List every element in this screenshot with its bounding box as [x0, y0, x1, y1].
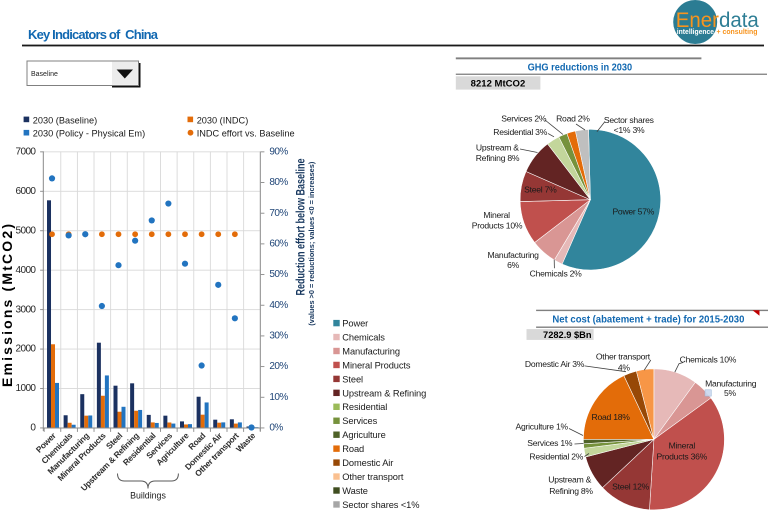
svg-text:Baseline: Baseline	[31, 71, 58, 78]
svg-text:Net cost (abatement + trade) f: Net cost (abatement + trade) for 2015-20…	[552, 315, 744, 326]
svg-text:Agriculture: Agriculture	[342, 430, 385, 440]
svg-text:Manufacturing: Manufacturing	[487, 250, 539, 260]
svg-text:Road 2%: Road 2%	[556, 114, 590, 124]
svg-text:Refining 8%: Refining 8%	[549, 486, 593, 496]
svg-text:<1% 3%: <1% 3%	[614, 125, 645, 135]
svg-text:Sector shares: Sector shares	[604, 115, 654, 125]
svg-text:8212 MtCO2: 8212 MtCO2	[471, 79, 526, 90]
svg-text:4000: 4000	[16, 265, 37, 276]
svg-text:60%: 60%	[269, 239, 288, 250]
svg-text:Power: Power	[342, 319, 368, 329]
svg-text:20%: 20%	[269, 361, 288, 372]
svg-text:Manufacturing: Manufacturing	[705, 379, 757, 389]
svg-text:Steel 12%: Steel 12%	[612, 482, 650, 492]
svg-text:Road 18%: Road 18%	[592, 412, 631, 422]
svg-text:10%: 10%	[269, 392, 288, 403]
svg-text:30%: 30%	[269, 331, 288, 342]
svg-text:6%: 6%	[507, 260, 520, 270]
svg-text:Road: Road	[342, 444, 364, 454]
svg-text:5%: 5%	[724, 388, 737, 398]
svg-text:2030 (INDC): 2030 (INDC)	[197, 115, 249, 125]
svg-text:INDC effort vs. Baseline: INDC effort vs. Baseline	[197, 129, 295, 139]
svg-text:2030 (Policy - Physical Em): 2030 (Policy - Physical Em)	[33, 129, 145, 139]
svg-text:0%: 0%	[269, 423, 283, 434]
svg-text:2030 (Baseline): 2030 (Baseline)	[33, 115, 97, 125]
svg-text:Sector shares <1%: Sector shares <1%	[342, 500, 419, 510]
svg-text:Services 2%: Services 2%	[501, 114, 547, 124]
svg-text:Upstream & Refining: Upstream & Refining	[342, 388, 426, 398]
svg-text:Key Indicators of China: Key Indicators of China	[28, 27, 159, 42]
svg-text:7000: 7000	[16, 147, 37, 158]
svg-text:Buildings: Buildings	[130, 491, 166, 501]
svg-text:GHG reductions in 2030: GHG reductions in 2030	[528, 63, 633, 74]
svg-text:40%: 40%	[269, 300, 288, 311]
svg-text:6000: 6000	[16, 186, 37, 197]
svg-text:intelligence: intelligence	[677, 27, 714, 36]
svg-text:Power 57%: Power 57%	[612, 207, 654, 217]
svg-text:(values >0 = reductions; value: (values >0 = reductions; values <0 = inc…	[309, 162, 316, 326]
svg-text:Mineral: Mineral	[483, 210, 510, 220]
svg-text:Steel 7%: Steel 7%	[524, 185, 557, 195]
svg-text:Residential 2%: Residential 2%	[529, 451, 583, 461]
svg-text:Other transport: Other transport	[596, 352, 651, 362]
svg-text:Residential: Residential	[342, 402, 387, 412]
svg-text:Other transport: Other transport	[342, 472, 404, 482]
svg-text:Upstream &: Upstream &	[548, 475, 591, 485]
svg-text:Products 10%: Products 10%	[472, 220, 523, 230]
svg-text:Steel: Steel	[342, 374, 363, 384]
svg-text:0: 0	[30, 423, 36, 434]
svg-text:Chemicals: Chemicals	[342, 332, 385, 342]
svg-text:+ consulting: + consulting	[717, 27, 758, 36]
svg-text:Domestic Air 3%: Domestic Air 3%	[525, 359, 585, 369]
svg-text:Mineral Products: Mineral Products	[342, 360, 411, 370]
svg-text:Chemicals 2%: Chemicals 2%	[530, 268, 583, 278]
svg-text:Services: Services	[342, 416, 377, 426]
svg-text:7282.9 $Bn: 7282.9 $Bn	[543, 330, 592, 341]
svg-text:2000: 2000	[16, 344, 37, 355]
svg-text:Refining 8%: Refining 8%	[476, 153, 520, 163]
svg-text:80%: 80%	[269, 177, 288, 188]
svg-text:Mineral: Mineral	[669, 440, 696, 450]
svg-text:Manufacturing: Manufacturing	[342, 346, 400, 356]
svg-text:Upstream &: Upstream &	[476, 143, 519, 153]
svg-text:Services 1%: Services 1%	[527, 438, 573, 448]
svg-text:Reduction effort below Baselin: Reduction effort below Baseline	[296, 159, 308, 296]
svg-text:Chemicals 10%: Chemicals 10%	[680, 355, 737, 365]
svg-text:Waste: Waste	[342, 486, 368, 496]
svg-text:1000: 1000	[16, 383, 37, 394]
svg-text:70%: 70%	[269, 208, 288, 219]
svg-text:50%: 50%	[269, 269, 288, 280]
svg-text:Enerdata: Enerdata	[676, 9, 759, 32]
svg-text:Agriculture 1%: Agriculture 1%	[516, 422, 569, 432]
svg-text:3000: 3000	[16, 304, 37, 315]
svg-text:Domestic Air: Domestic Air	[342, 458, 393, 468]
svg-text:4%: 4%	[618, 362, 631, 372]
svg-text:Products 36%: Products 36%	[657, 452, 708, 462]
svg-text:90%: 90%	[269, 147, 288, 158]
svg-text:5000: 5000	[16, 225, 37, 236]
svg-text:Residential 3%: Residential 3%	[493, 127, 547, 137]
